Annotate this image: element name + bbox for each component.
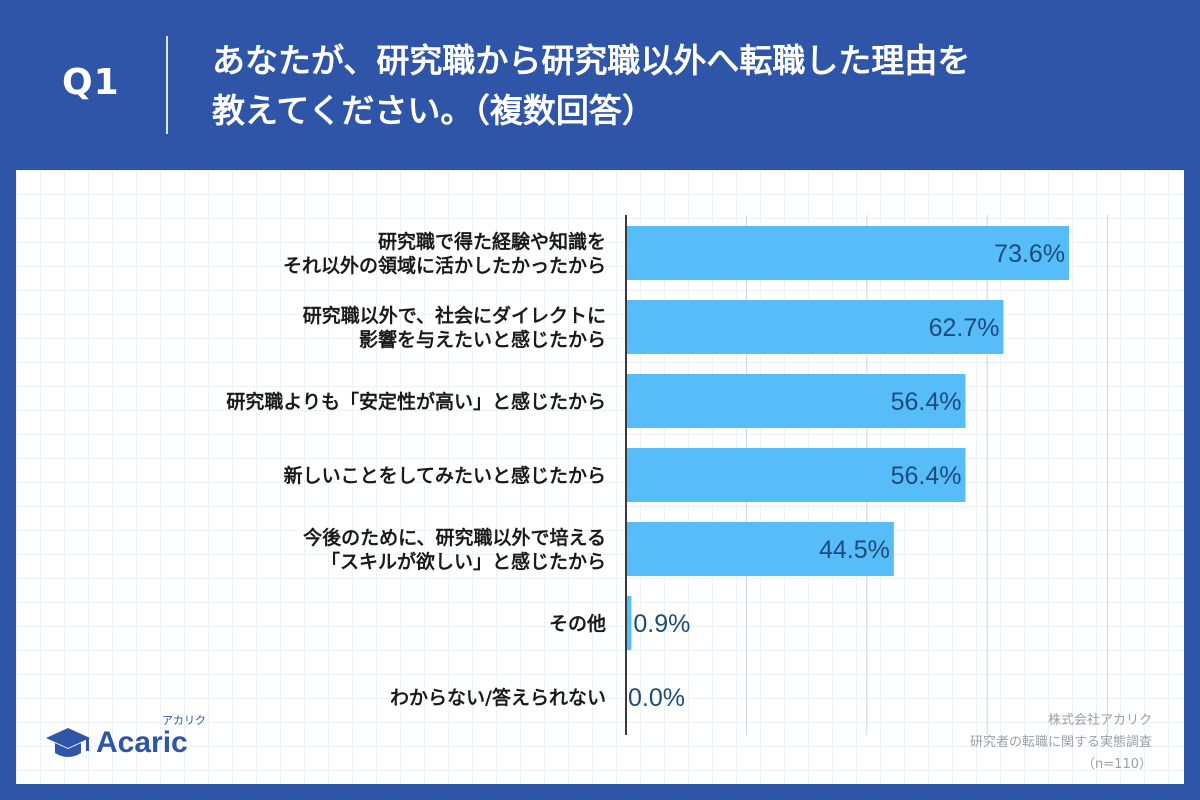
value-label: 73.6% [994,240,1065,268]
header: Q1 あなたが、研究職から研究職以外へ転職した理由を 教えてください。（複数回答… [0,0,1200,170]
source-note: 株式会社アカリク 研究者の転職に関する実態調査 （n=110） [970,710,1152,776]
source-line-company: 株式会社アカリク [1047,713,1152,728]
bar [626,596,632,650]
value-label: 0.0% [628,684,685,712]
question-title: あなたが、研究職から研究職以外へ転職した理由を 教えてください。（複数回答） [212,36,1172,136]
chart-panel [16,170,1184,784]
category-label: わからない/答えられない [390,686,606,709]
category-label: それ以外の領域に活かしたかったから [283,254,606,277]
category-label: 研究職よりも「安定性が高い」と感じたから [226,390,606,413]
value-label: 62.7% [929,314,1000,342]
category-label: 今後のために、研究職以外で培える [302,526,606,549]
question-title-line1: あなたが、研究職から研究職以外へ転職した理由を [212,41,971,80]
bar [626,522,894,576]
source-line-survey: 研究者の転職に関する実態調査 [969,735,1152,750]
question-label: Q1 [62,62,120,103]
bar [626,448,966,502]
bar [626,226,1070,280]
header-divider [166,36,168,134]
acaric-logo: アカリク Acaric [44,714,244,764]
category-label: 「スキルが欲しい」と感じたから [321,550,606,573]
category-label: その他 [549,612,606,635]
category-label: 研究職以外で、社会にダイレクトに [303,304,606,327]
value-label: 56.4% [891,388,962,416]
source-line-sample: （n=110） [1082,757,1152,772]
bar [626,374,966,428]
category-label: 研究職で得た経験や知識を [378,230,606,253]
value-label: 0.9% [633,610,690,638]
bar [626,300,1004,354]
graduation-cap-icon [46,728,90,757]
logo-kana: アカリク [162,714,206,727]
category-label: 影響を与えたいと感じたから [359,328,606,351]
logo-text: Acaric [96,726,188,759]
question-title-line2: 教えてください。（複数回答） [212,91,655,130]
value-label: 44.5% [819,536,890,564]
value-label: 56.4% [891,462,962,490]
category-label: 新しいことをしてみたいと感じたから [284,464,606,487]
